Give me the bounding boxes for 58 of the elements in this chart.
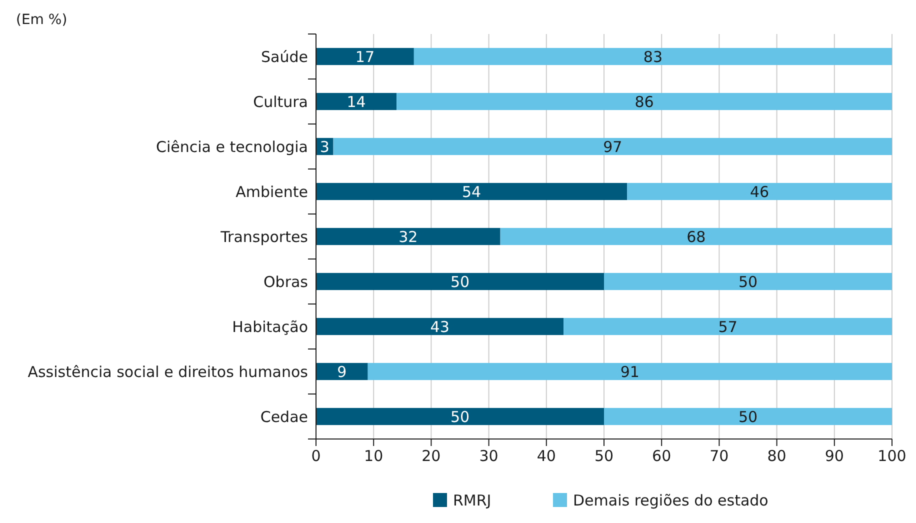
x-tick-label: 90	[824, 447, 844, 465]
data-label: 57	[718, 318, 738, 336]
bar	[500, 228, 892, 246]
x-tick-label: 100	[878, 447, 906, 465]
data-label: 50	[738, 272, 758, 291]
bar	[316, 228, 500, 246]
bar	[316, 48, 414, 66]
data-label: 14	[346, 92, 366, 111]
x-tick-label: 10	[364, 447, 384, 465]
bar	[564, 318, 892, 336]
x-tick-label: 20	[422, 447, 441, 465]
legend-label: Demais regiões do estado	[573, 491, 768, 510]
data-label: 50	[738, 408, 758, 426]
bar	[627, 182, 892, 200]
bar	[316, 272, 604, 290]
data-label: 83	[643, 48, 663, 66]
data-label: 3	[320, 138, 330, 156]
data-label: 50	[450, 408, 470, 426]
y-tick-label: Ambiente	[236, 182, 308, 201]
data-label: 9	[337, 362, 347, 381]
y-tick-label: Assistência social e direitos humanos	[28, 362, 308, 381]
text: (Em %)	[16, 12, 68, 28]
y-tick-label: Obras	[263, 272, 308, 291]
y-tick-label: Cedae	[260, 408, 308, 426]
x-tick-label: 80	[767, 447, 786, 465]
bar	[368, 362, 892, 380]
data-label: 32	[398, 228, 418, 246]
bar	[604, 408, 892, 426]
data-label: 54	[462, 182, 482, 201]
legend-label: RMRJ	[453, 491, 492, 510]
x-tick-label: 70	[710, 447, 729, 465]
y-tick-label: Cultura	[253, 92, 308, 111]
data-label: 17	[355, 48, 375, 66]
bar	[333, 138, 892, 156]
data-label: 86	[634, 92, 654, 111]
x-tick-label: 30	[479, 447, 498, 465]
y-tick-label: Ciência e tecnologia	[156, 138, 308, 156]
bar	[316, 408, 604, 426]
data-label: 43	[430, 318, 450, 336]
bar	[316, 182, 628, 200]
x-tick-label: 40	[536, 447, 556, 465]
data-label: 91	[620, 362, 640, 381]
bar	[414, 48, 892, 66]
data-label: 97	[603, 138, 622, 156]
data-label: 68	[686, 228, 706, 246]
bar	[316, 92, 397, 110]
bar	[316, 362, 368, 380]
x-tick-label: 0	[311, 447, 321, 465]
bar	[396, 92, 892, 110]
bar	[316, 318, 564, 336]
data-label: 50	[450, 272, 470, 291]
y-tick-label: Transportes	[220, 228, 308, 246]
data-label: 46	[750, 182, 770, 201]
bar	[604, 272, 892, 290]
x-tick-label: 50	[594, 447, 614, 465]
y-tick-label: Saúde	[261, 48, 308, 66]
y-tick-label: Habitação	[232, 318, 308, 336]
x-tick-label: 60	[652, 447, 672, 465]
